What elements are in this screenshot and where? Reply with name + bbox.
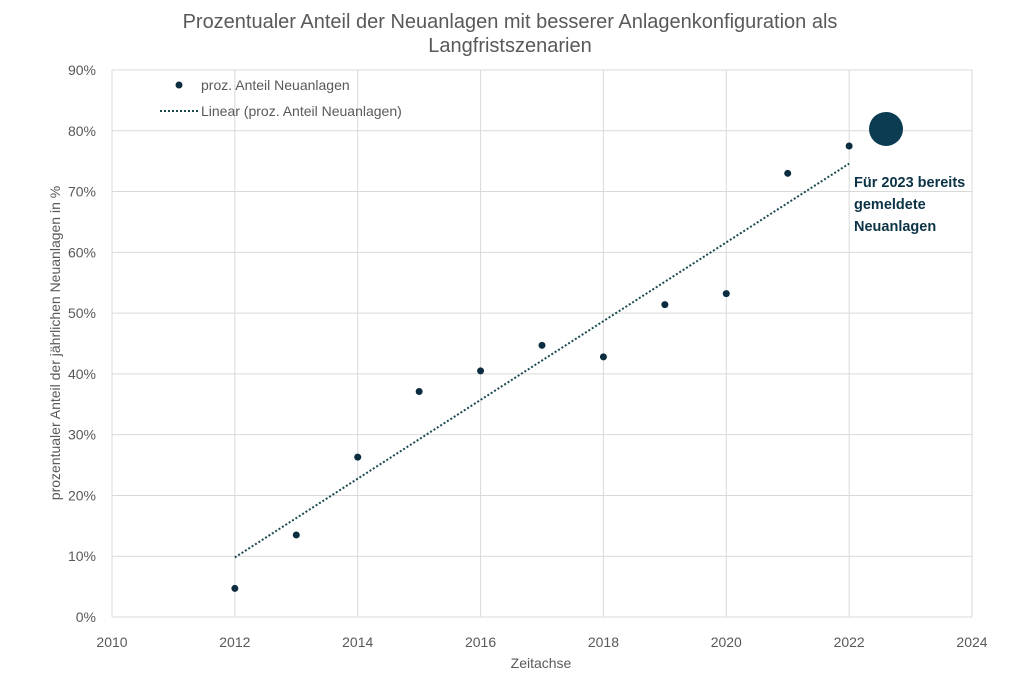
- data-points-series: [231, 142, 853, 592]
- legend-label-points: proz. Anteil Neuanlagen: [201, 77, 350, 93]
- x-axis-label: Zeitachse: [511, 655, 572, 671]
- x-tick-label: 2016: [465, 634, 496, 650]
- legend: proz. Anteil Neuanlagen Linear (proz. An…: [160, 77, 402, 119]
- x-tick-label: 2022: [834, 634, 865, 650]
- y-tick-label: 80%: [68, 123, 96, 139]
- x-tick-label: 2020: [711, 634, 742, 650]
- y-tick-label: 10%: [68, 548, 96, 564]
- x-tick-label: 2012: [219, 634, 250, 650]
- data-point: [661, 301, 669, 309]
- y-tick-label: 0%: [76, 609, 96, 625]
- axes: 0% 10% 20% 30% 40% 50% 60% 70% 80% 90% 2010 2012 201…: [68, 62, 988, 650]
- data-point: [845, 142, 853, 150]
- y-axis-label: prozentualer Anteil der jährlichen Neuan…: [47, 186, 63, 500]
- legend-label-trendline: Linear (proz. Anteil Neuanlagen): [201, 103, 402, 119]
- x-tick-label: 2018: [588, 634, 619, 650]
- highlight-point: [869, 111, 903, 146]
- data-point: [292, 531, 300, 539]
- data-point: [722, 290, 730, 298]
- highlight-annotation-line: Für 2023 bereits: [854, 175, 965, 191]
- y-tick-label: 70%: [68, 184, 96, 200]
- y-tick-label: 90%: [68, 62, 96, 78]
- highlight-annotation-line: gemeldete: [854, 197, 926, 213]
- legend-marker-points: [175, 81, 183, 89]
- data-point: [477, 367, 485, 375]
- trendline-series: [234, 162, 850, 559]
- gridlines: [111, 69, 973, 618]
- highlight-2023: Für 2023 bereits gemeldete Neuanlagen: [854, 111, 965, 235]
- highlight-annotation-line: Neuanlagen: [854, 219, 936, 235]
- y-tick-label: 50%: [68, 305, 96, 321]
- chart-title-line-2: Langfristszenarien: [428, 35, 591, 57]
- trendline: [234, 162, 850, 559]
- x-tick-label: 2024: [956, 634, 987, 650]
- data-point: [784, 169, 792, 177]
- data-point: [354, 453, 362, 461]
- data-point: [415, 388, 423, 396]
- y-tick-label: 30%: [68, 427, 96, 443]
- y-tick-label: 60%: [68, 244, 96, 260]
- data-point: [538, 341, 546, 349]
- x-tick-label: 2014: [342, 634, 373, 650]
- y-tick-label: 20%: [68, 487, 96, 503]
- chart-title: Prozentualer Anteil der Neuanlagen mit b…: [183, 11, 838, 57]
- chart-title-line-1: Prozentualer Anteil der Neuanlagen mit b…: [183, 11, 838, 33]
- data-point: [231, 584, 239, 592]
- y-tick-label: 40%: [68, 366, 96, 382]
- x-tick-label: 2010: [96, 634, 127, 650]
- data-point: [599, 353, 607, 361]
